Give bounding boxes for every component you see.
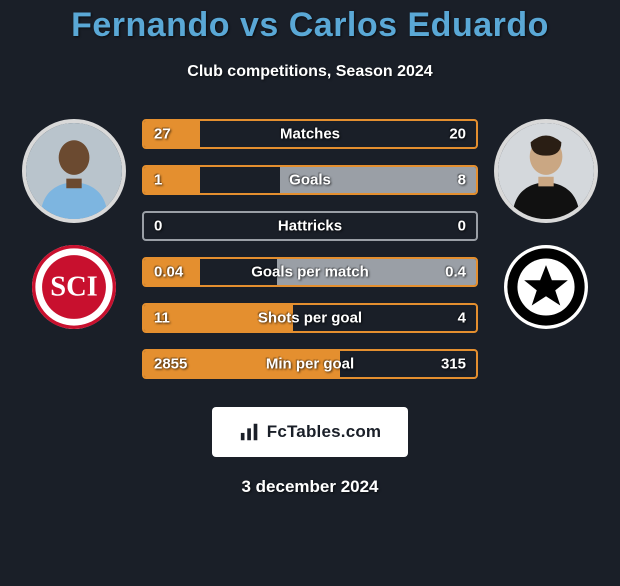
stat-label: Matches xyxy=(280,126,340,143)
chart-icon xyxy=(239,421,261,443)
stat-label: Min per goal xyxy=(266,356,354,373)
title-vs: vs xyxy=(240,6,279,44)
stat-value-left: 0.04 xyxy=(154,264,183,281)
stat-row: 0 Hattricks 0 xyxy=(142,211,478,241)
brand-text: FcTables.com xyxy=(267,422,382,442)
club-badge-left: SCI xyxy=(32,245,116,329)
stat-row: 11 Shots per goal 4 xyxy=(142,303,478,333)
stat-value-left: 27 xyxy=(154,126,171,143)
stat-value-left: 2855 xyxy=(154,356,187,373)
page-title: Fernando vs Carlos Eduardo xyxy=(8,6,612,45)
title-right: Carlos Eduardo xyxy=(289,6,549,44)
player-silhouette-icon xyxy=(26,123,122,219)
player-avatar-left xyxy=(22,119,126,223)
stat-row: 2855 Min per goal 315 xyxy=(142,349,478,379)
stat-row: 0.04 Goals per match 0.4 xyxy=(142,257,478,287)
stat-value-right: 20 xyxy=(449,126,466,143)
stat-value-right: 8 xyxy=(458,172,466,189)
internacional-crest-icon: SCI xyxy=(32,245,116,329)
date-label: 3 december 2024 xyxy=(8,477,612,497)
stat-label: Goals per match xyxy=(251,264,369,281)
brand-badge: FcTables.com xyxy=(212,407,408,457)
stat-label: Shots per goal xyxy=(258,310,362,327)
comparison-panel: SCI 27 Matches 20 1 Goals 8 0 Hattricks 0 0.04 Goa… xyxy=(8,119,612,395)
stat-fill-left xyxy=(144,167,200,193)
stat-value-right: 315 xyxy=(441,356,466,373)
stat-value-right: 4 xyxy=(458,310,466,327)
stat-value-left: 11 xyxy=(154,310,170,327)
stat-fill-left xyxy=(144,121,200,147)
stat-value-right: 0 xyxy=(458,218,466,235)
right-side xyxy=(486,119,606,395)
stat-row: 27 Matches 20 xyxy=(142,119,478,149)
stat-label: Hattricks xyxy=(278,218,342,235)
subtitle: Club competitions, Season 2024 xyxy=(8,63,612,81)
stat-value-right: 0.4 xyxy=(445,264,466,281)
player-silhouette-icon xyxy=(498,123,594,219)
stat-value-left: 1 xyxy=(154,172,162,189)
club-badge-right xyxy=(504,245,588,329)
stat-value-left: 0 xyxy=(154,218,162,235)
stat-bars: 27 Matches 20 1 Goals 8 0 Hattricks 0 0.04 Goals p… xyxy=(134,119,486,395)
botafogo-crest-icon xyxy=(504,245,588,329)
title-left: Fernando xyxy=(71,6,230,44)
stat-row: 1 Goals 8 xyxy=(142,165,478,195)
left-side: SCI xyxy=(14,119,134,395)
svg-text:SCI: SCI xyxy=(50,271,98,302)
player-avatar-right xyxy=(494,119,598,223)
stat-label: Goals xyxy=(289,172,331,189)
